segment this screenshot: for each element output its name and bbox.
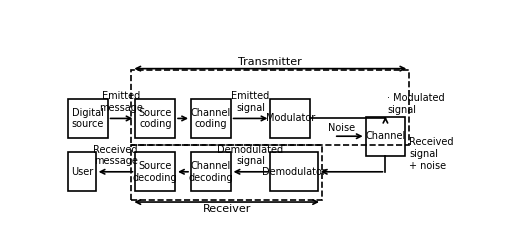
Text: Demodulator: Demodulator [262, 167, 326, 177]
Bar [366, 117, 406, 156]
Text: Source
decoding: Source decoding [133, 161, 178, 182]
Text: Source
coding: Source coding [139, 108, 172, 129]
Bar [135, 99, 175, 138]
Text: Digital
source: Digital source [72, 108, 104, 129]
Text: Channel: Channel [365, 131, 406, 141]
Text: · Modulated
signal: · Modulated signal [388, 93, 445, 115]
Bar [132, 145, 322, 200]
Text: Modulator: Modulator [266, 113, 315, 123]
Bar [132, 70, 409, 145]
Text: Channel
decoding: Channel decoding [188, 161, 233, 182]
Bar [68, 99, 108, 138]
Bar [270, 152, 318, 191]
Text: Emitted
signal: Emitted signal [231, 91, 270, 113]
Text: Transmitter: Transmitter [239, 57, 302, 67]
Bar [191, 152, 230, 191]
Bar [68, 152, 96, 191]
Text: Receiver: Receiver [203, 204, 251, 214]
Bar [191, 99, 230, 138]
Text: Noise: Noise [328, 123, 355, 133]
Text: Received
signal
+ noise: Received signal + noise [409, 137, 454, 171]
Bar [270, 99, 310, 138]
Text: Emitted
message: Emitted message [100, 91, 143, 113]
Text: Received
message: Received message [93, 145, 138, 167]
Text: Channel
coding: Channel coding [190, 108, 231, 129]
Text: User: User [71, 167, 93, 177]
Bar [135, 152, 175, 191]
Text: Demodulated
signal: Demodulated signal [218, 145, 284, 167]
